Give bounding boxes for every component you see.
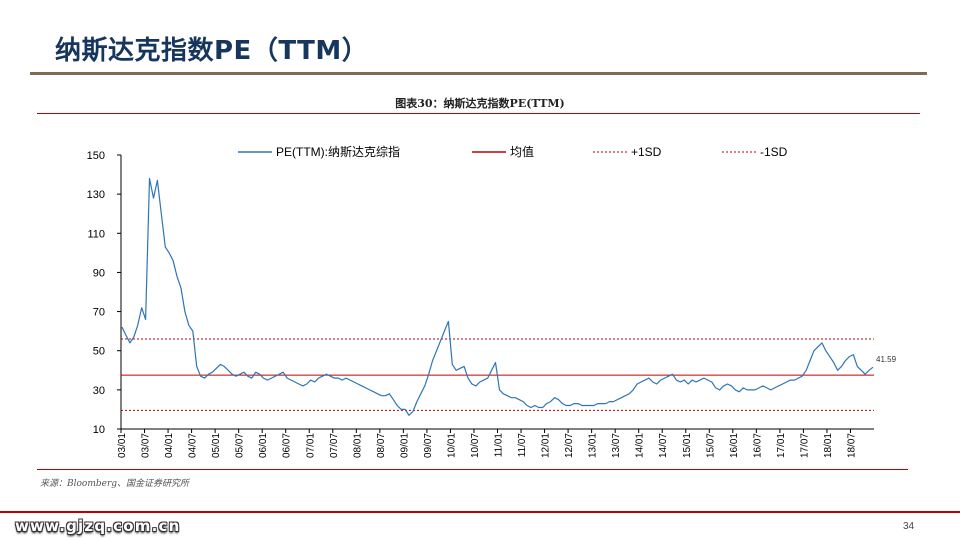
y-tick-label: 110 <box>87 228 105 240</box>
x-tick-label: 03/01 <box>117 433 128 458</box>
y-tick-label: 50 <box>93 346 105 358</box>
x-tick-label: 12/07 <box>564 433 575 458</box>
y-tick-label: 70 <box>93 307 105 319</box>
caption-rule <box>37 113 920 114</box>
x-tick-label: 05/01 <box>211 433 222 458</box>
x-tick-label: 06/07 <box>282 433 293 458</box>
y-tick-label: 30 <box>93 385 105 397</box>
legend-minus-1sd-label: -1SD <box>760 145 788 159</box>
x-tick-label: 09/01 <box>399 433 410 458</box>
x-tick-label: 13/07 <box>611 433 622 458</box>
website-watermark: www.gjzq.com.cn <box>15 517 181 535</box>
title-rule <box>30 72 927 75</box>
x-tick-label: 14/07 <box>658 433 669 458</box>
chart-bottom-rule <box>37 469 908 470</box>
y-tick-label: 90 <box>93 267 105 279</box>
x-tick-label: 14/01 <box>635 433 646 458</box>
y-tick-label: 10 <box>93 424 105 436</box>
x-tick-label: 04/01 <box>164 433 175 458</box>
footer-rule <box>0 511 960 513</box>
legend-pe-label: PE(TTM):纳斯达克综指 <box>276 144 400 159</box>
x-tick-label: 17/07 <box>799 433 810 458</box>
page-number: 34 <box>903 521 915 532</box>
x-tick-label: 07/07 <box>329 433 340 458</box>
x-tick-label: 16/01 <box>729 433 740 458</box>
x-tick-label: 08/07 <box>376 433 387 458</box>
x-tick-label: 16/07 <box>752 433 763 458</box>
x-tick-label: 10/07 <box>470 433 481 458</box>
x-tick-label: 10/01 <box>446 433 457 458</box>
x-tick-label: 11/01 <box>494 433 505 458</box>
last-value-label: 41.59 <box>876 355 897 364</box>
x-tick-label: 18/07 <box>846 433 857 458</box>
legend-mean-label: 均值 <box>510 144 534 159</box>
x-tick-label: 05/07 <box>235 433 246 458</box>
y-tick-label: 150 <box>87 150 105 162</box>
x-tick-label: 17/01 <box>776 433 787 458</box>
pe-series-line <box>121 177 874 416</box>
legend-plus-1sd-label: +1SD <box>631 145 662 159</box>
y-tick-label: 130 <box>87 189 105 201</box>
x-tick-label: 12/01 <box>541 433 552 458</box>
x-tick-label: 13/01 <box>588 433 599 458</box>
x-tick-label: 15/07 <box>705 433 716 458</box>
figure-caption: 图表30：纳斯达克指数PE(TTM) <box>395 97 565 110</box>
x-tick-label: 03/07 <box>141 433 152 458</box>
source-note: 来源：Bloomberg、国金证券研究所 <box>40 479 190 489</box>
x-tick-label: 11/07 <box>517 433 528 458</box>
page-title: 纳斯达克指数PE（TTM） <box>55 36 369 66</box>
x-tick-label: 04/07 <box>188 433 199 458</box>
x-tick-label: 09/07 <box>423 433 434 458</box>
x-tick-label: 08/01 <box>352 433 363 458</box>
x-tick-label: 06/01 <box>258 433 269 458</box>
x-tick-label: 07/01 <box>305 433 316 458</box>
x-tick-label: 18/01 <box>823 433 834 458</box>
x-tick-label: 15/01 <box>682 433 693 458</box>
